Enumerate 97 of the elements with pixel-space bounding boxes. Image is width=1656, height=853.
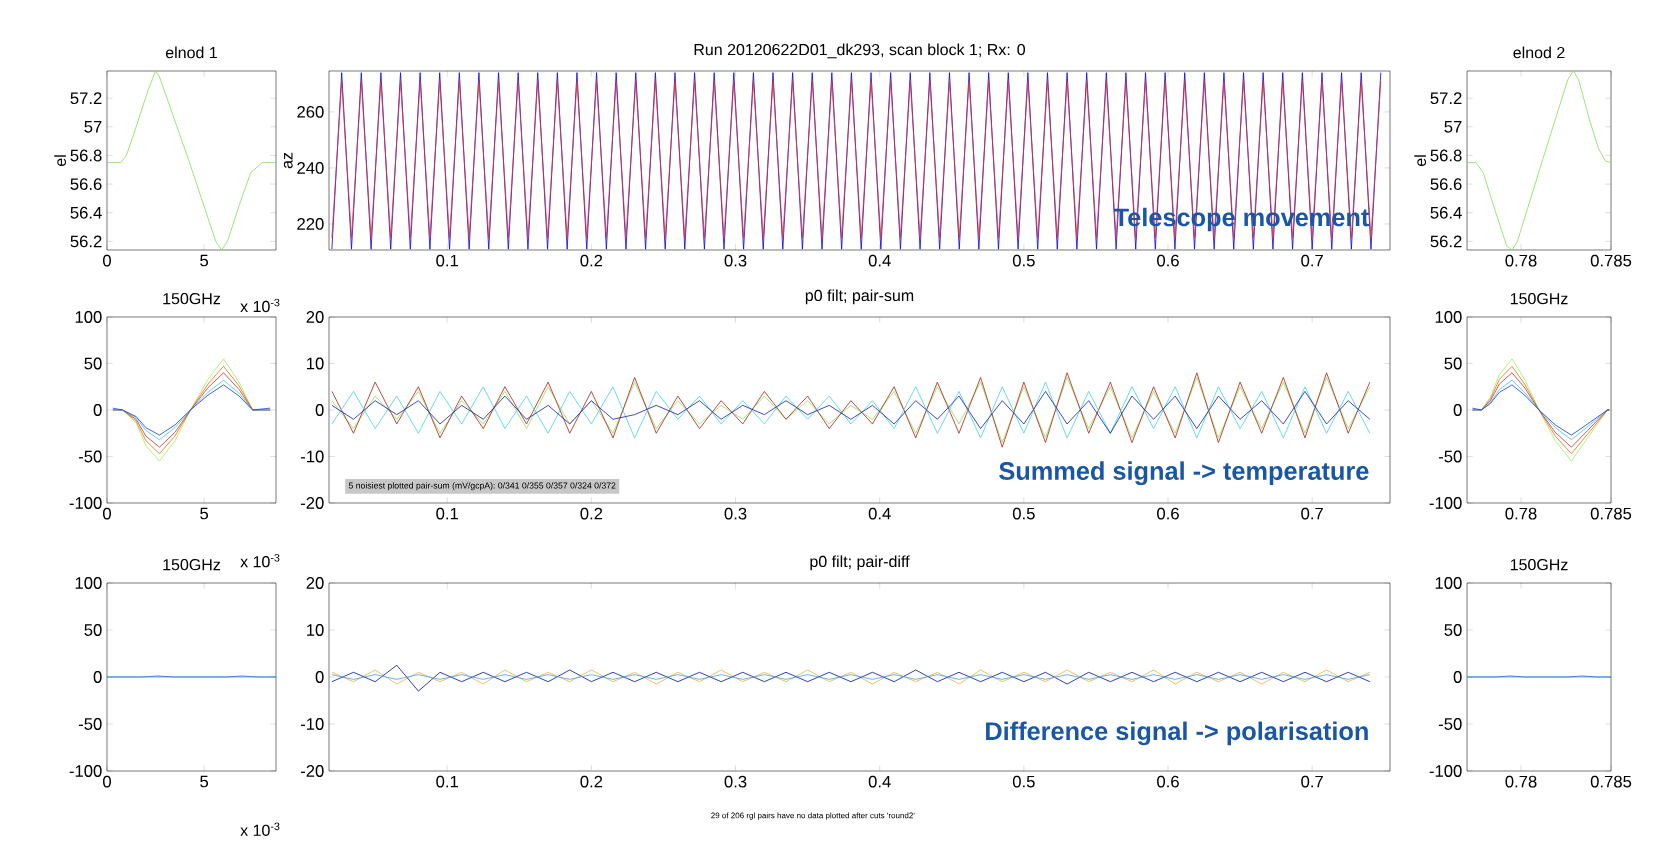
y-tick-label: 20 [306,577,324,589]
y-tick-label: -50 [78,718,102,730]
y-axis-title: el [54,155,67,167]
y-tick-label: 57 [84,121,102,133]
chart-title: p0 filt; pair-diff [810,555,910,571]
x-tick-label: 0 [103,254,111,267]
y-tick-label: 56.8 [70,149,102,162]
y-tick-label: 100 [75,577,102,589]
annotation: 5 noisiest plotted pair-sum (mV/gcpA): 0/341 0/355 0/357 0/324 0/372 [348,482,616,491]
x-tick-label: 0.78 [1505,254,1537,267]
y-tick-label: 220 [297,218,324,230]
x-tick-label: 0.785 [1590,254,1632,267]
chart-title: 150GHz [163,558,221,571]
y-tick-label: 57 [1444,121,1462,133]
x-tick-label: 0 [103,775,111,788]
y-tick-label: -50 [1438,718,1462,730]
y-tick-label: 50 [84,624,102,636]
y-axis-title: el [1414,155,1427,167]
y-tick-label: -20 [300,497,324,509]
y-tick-label: 50 [84,357,102,370]
y-tick-label: 240 [297,162,324,174]
chart-title: Run 20120622D01_dk293, scan block 1; Rx: 0 [694,43,1026,59]
text: x 10$^{-3}$ [240,822,280,836]
y-axis-title: az [283,152,293,169]
y-tick-label: -100 [1429,497,1462,509]
text: 29 of 206 rgl pairs have no data plotted after cuts 'round2' [711,812,915,820]
x-tick-label: 0.2 [580,775,603,788]
y-tick-label: 57.2 [1430,92,1462,105]
x-tick-label: 5 [200,775,209,788]
y-tick-label: 0 [1453,671,1462,683]
x-tick-label: 0 [103,507,111,520]
annotation: Difference signal -> polarisation [986,721,1368,746]
x-tick-label: 0.5 [1012,254,1035,267]
y-tick-label: 56.6 [70,178,102,191]
x-tick-label: 0.2 [580,507,603,520]
text: x 10$^{-3}$ [240,553,280,568]
y-tick-label: 56.2 [70,235,102,248]
x-tick-label: 0.1 [436,775,458,788]
y-tick-label: -20 [300,765,324,777]
y-tick-label: -10 [300,718,324,730]
x-tick-label: 5 [200,507,209,520]
y-tick-label: 56.6 [1430,178,1462,191]
x-tick-label: 0.785 [1590,507,1632,520]
y-tick-label: 50 [1444,624,1462,636]
x-tick-label: 0.5 [1012,507,1035,520]
y-tick-label: 56.2 [1430,235,1462,248]
x-tick-label: 0.3 [724,775,747,788]
y-tick-label: -10 [300,450,324,463]
chart-title: elnod 1 [165,46,217,59]
x-tick-label: 0.6 [1157,775,1179,788]
y-tick-label: -50 [78,450,102,463]
x-tick-label: 0.5 [1012,775,1035,788]
x-tick-label: 0.1 [436,507,458,520]
y-tick-label: 100 [75,311,102,323]
x-tick-label: 0.4 [868,507,891,520]
x-tick-label: 0.1 [436,254,458,267]
chart-title: 150GHz [163,292,221,305]
x-tick-label: 0.7 [1301,507,1323,520]
y-tick-label: 0 [93,671,102,683]
y-tick-label: 56.4 [1430,206,1462,219]
annotation: Summed signal -> temperature [999,461,1369,486]
y-tick-label: -100 [69,497,102,509]
y-tick-label: -100 [69,765,102,777]
y-tick-label: 260 [297,106,324,118]
y-tick-label: 100 [1435,311,1462,323]
y-tick-label: -100 [1429,765,1462,777]
x-tick-label: 0.7 [1301,775,1323,788]
y-tick-label: 57.2 [70,92,102,105]
x-tick-label: 0.6 [1157,254,1179,267]
x-tick-label: 0.78 [1505,775,1537,788]
x-tick-label: 0.3 [724,507,747,520]
y-tick-label: 100 [1435,577,1462,589]
y-tick-label: 50 [1444,357,1462,370]
text: x 10$^{-3}$ [240,298,280,313]
x-tick-label: 0.785 [1590,775,1632,788]
y-tick-label: 20 [306,311,324,323]
chart-title: 150GHz [1510,292,1568,305]
x-tick-label: 0.78 [1505,507,1537,520]
chart-title: 150GHz [1510,558,1568,571]
x-tick-label: 0.3 [724,254,747,267]
y-tick-label: 0 [315,671,324,683]
y-tick-label: 10 [307,357,324,370]
x-tick-label: 0.4 [868,775,891,788]
y-tick-label: -50 [1438,450,1462,463]
x-tick-label: 0.2 [580,254,603,267]
chart-title: p0 filt; pair-sum [805,289,914,305]
y-tick-label: 0 [315,404,324,416]
y-tick-label: 0 [93,404,102,416]
y-tick-label: 10 [307,624,324,636]
y-tick-label: 56.8 [1430,149,1462,162]
y-tick-label: 56.4 [70,206,102,219]
x-tick-label: 0.4 [868,254,891,267]
y-tick-label: 0 [1453,404,1462,416]
x-tick-label: 0.7 [1301,254,1323,267]
chart-title: elnod 2 [1513,46,1565,59]
x-tick-label: 0.6 [1157,507,1179,520]
x-tick-label: 5 [200,254,209,267]
